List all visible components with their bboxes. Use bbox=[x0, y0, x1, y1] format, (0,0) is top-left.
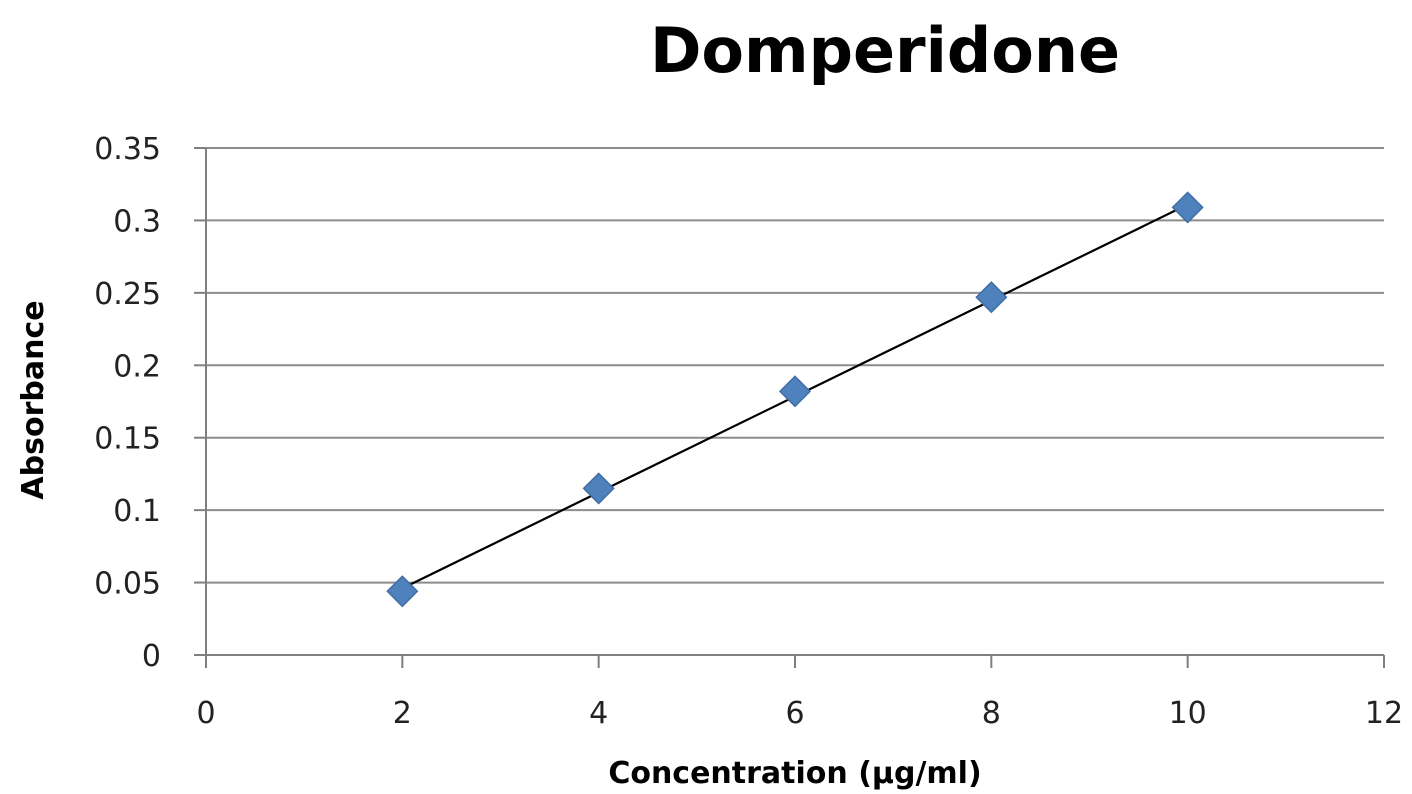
x-tick-label: 8 bbox=[982, 696, 1001, 731]
y-tick-label: 0 bbox=[142, 639, 161, 674]
y-tick-label: 0.25 bbox=[94, 277, 161, 312]
x-tick-label: 0 bbox=[196, 696, 215, 731]
data-points bbox=[386, 191, 1204, 608]
y-axis-title: Absorbance bbox=[16, 300, 51, 499]
x-tick-label: 10 bbox=[1169, 696, 1207, 731]
y-tick-label: 0.35 bbox=[94, 132, 161, 167]
chart-title: Domperidone bbox=[650, 14, 1120, 87]
y-tick-labels: 0 0.05 0.1 0.15 0.2 0.25 0.3 0.35 bbox=[94, 132, 161, 674]
x-tick-label: 12 bbox=[1365, 696, 1403, 731]
x-tick-labels: 0 2 4 6 8 10 12 bbox=[196, 696, 1403, 731]
y-tick-label: 0.1 bbox=[113, 494, 161, 529]
data-point bbox=[386, 575, 419, 608]
x-tick-label: 2 bbox=[393, 696, 412, 731]
axes bbox=[194, 147, 1385, 668]
data-point bbox=[1171, 191, 1204, 224]
x-tick-label: 6 bbox=[785, 696, 804, 731]
x-tick-label: 4 bbox=[589, 696, 608, 731]
y-tick-label: 0.15 bbox=[94, 422, 161, 457]
grid-lines bbox=[206, 147, 1384, 584]
y-tick-label: 0.3 bbox=[113, 204, 161, 239]
x-axis-title: Concentration (µg/ml) bbox=[608, 756, 981, 791]
data-point bbox=[582, 472, 615, 505]
y-tick-label: 0.2 bbox=[113, 349, 161, 384]
y-tick-label: 0.05 bbox=[94, 567, 161, 602]
data-point bbox=[975, 281, 1008, 314]
data-point bbox=[778, 375, 812, 408]
